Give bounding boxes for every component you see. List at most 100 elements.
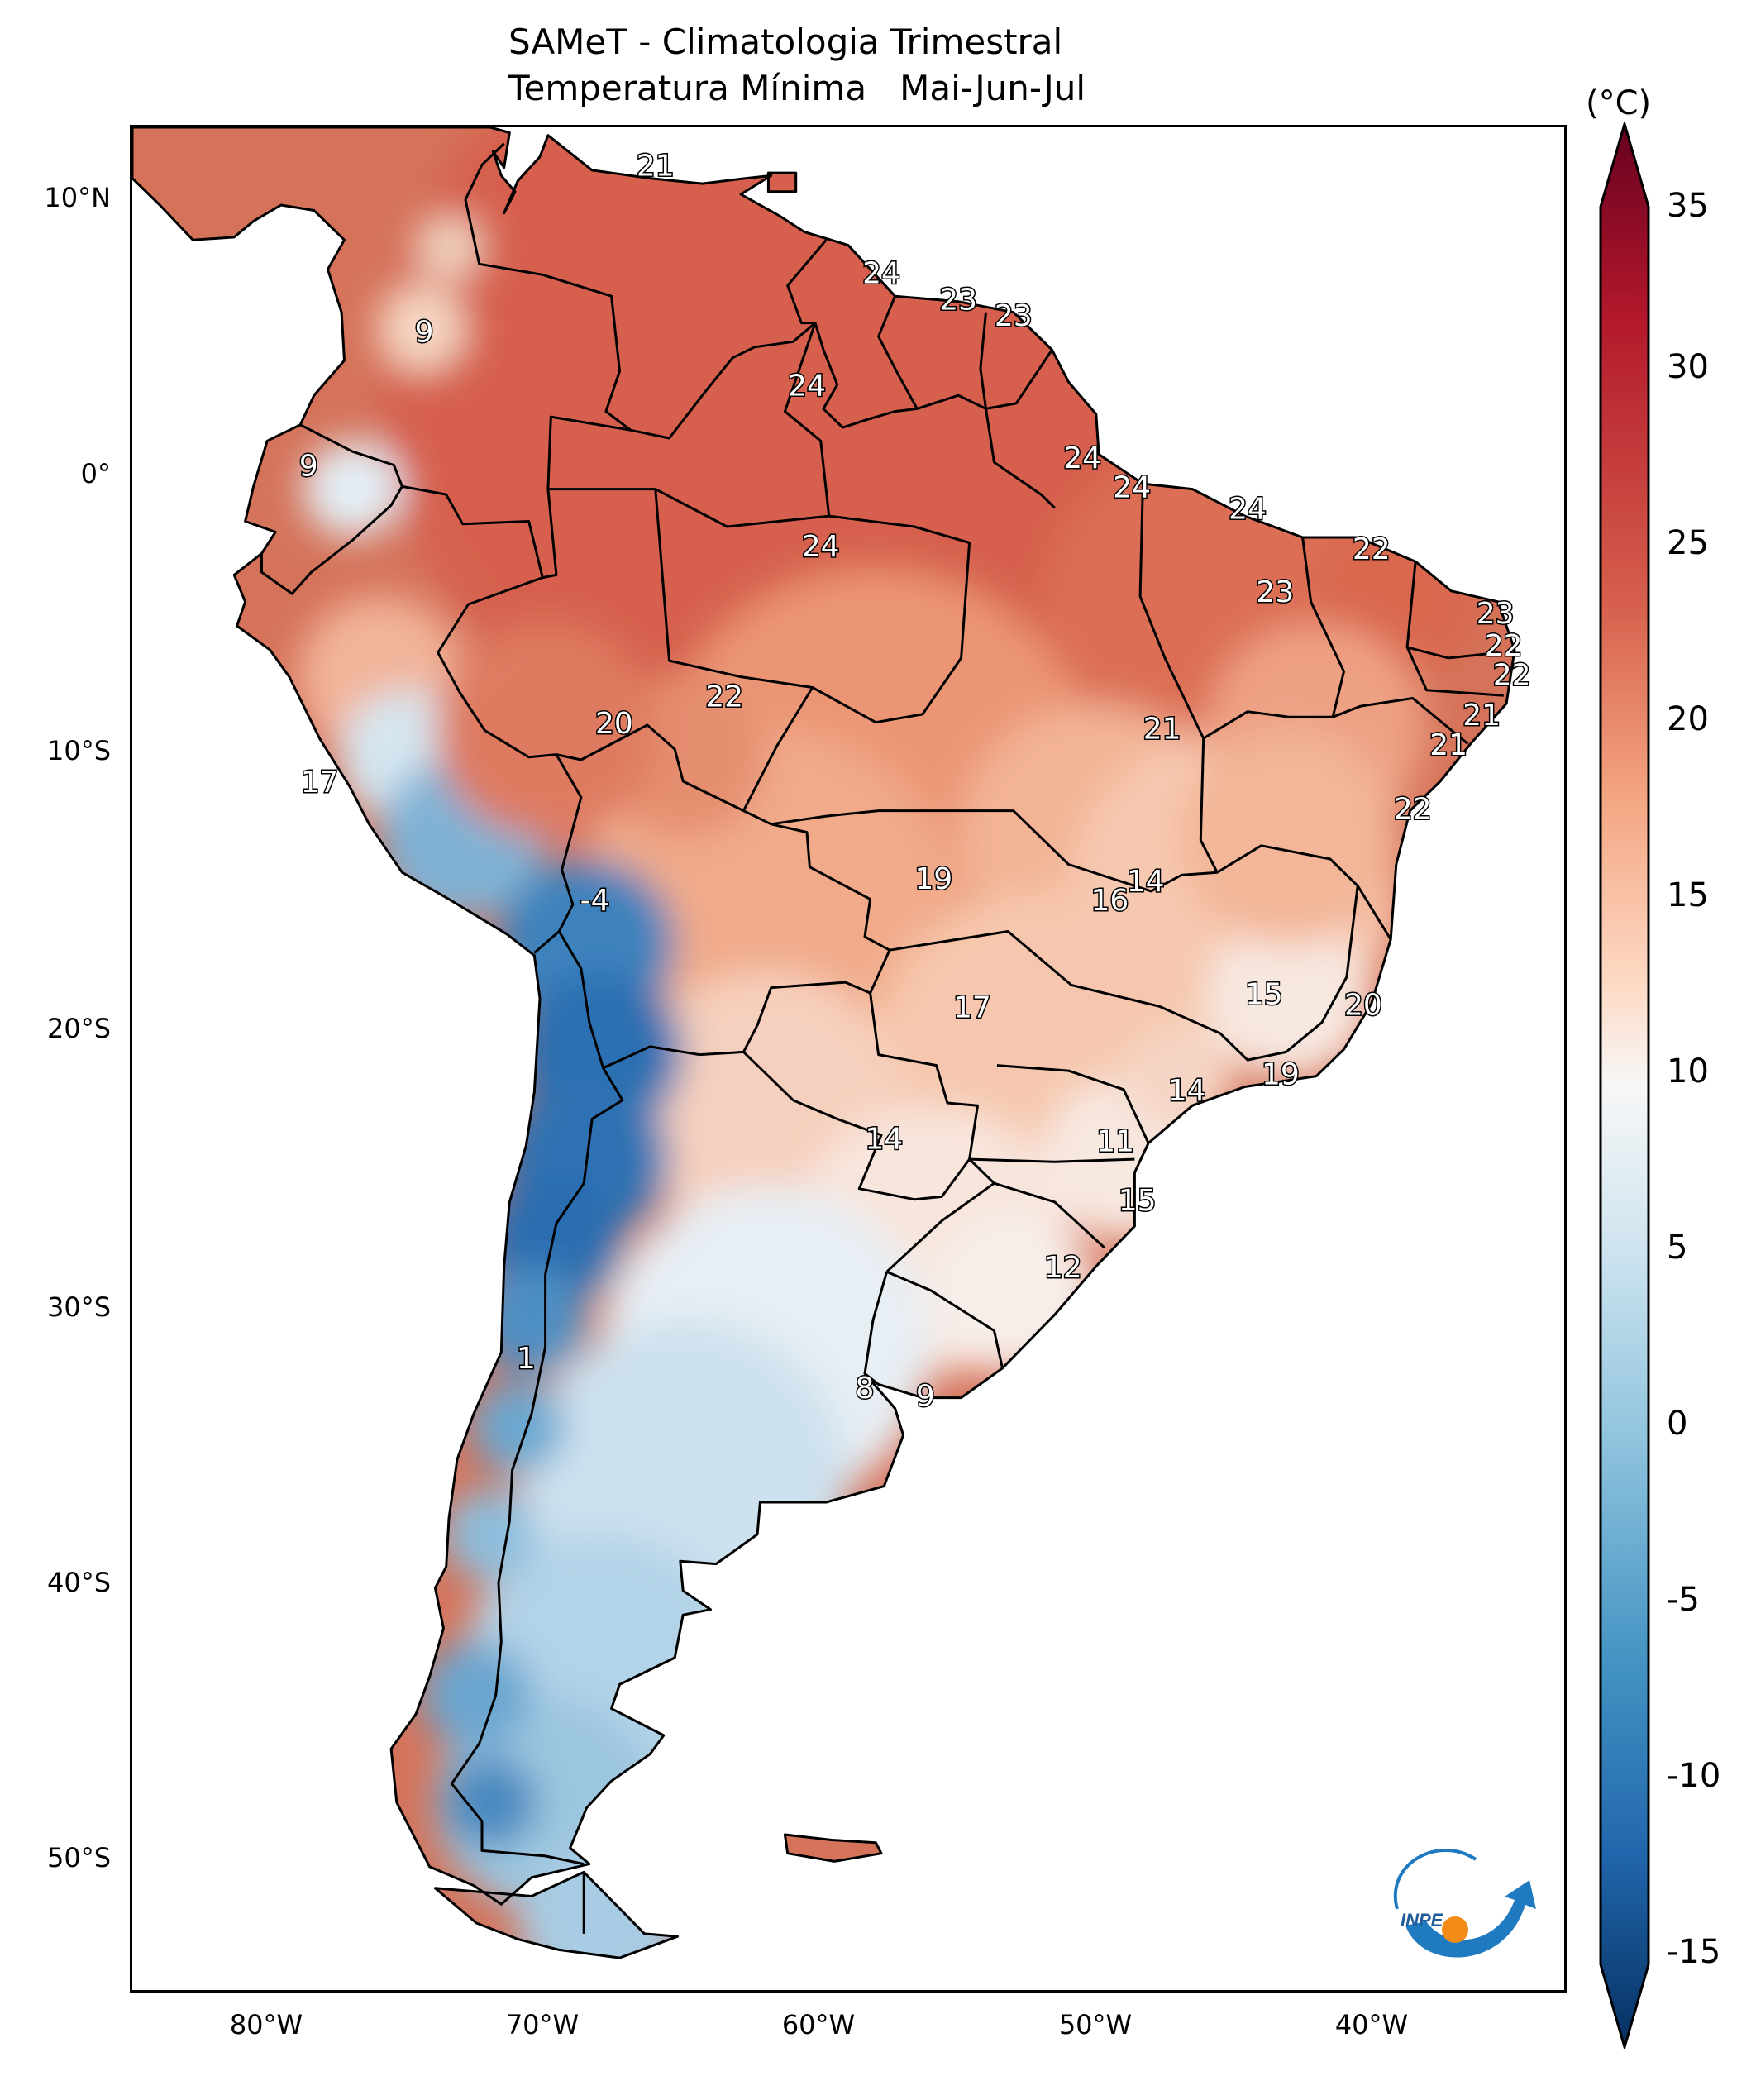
station-label-4: 23 — [939, 284, 977, 317]
lon-label-60w: 60°W — [781, 2009, 856, 2040]
border-brazil-states-north — [547, 488, 971, 724]
border-bolivia-chile-argentina — [558, 930, 891, 1070]
map-frame: 21 9 9 24 23 23 24 24 24 24 24 22 23 23 22 22 22 20 21 21 21… — [130, 125, 1567, 1993]
colorbar-tick-20: 20 — [1667, 700, 1709, 738]
colorbar-tick-0: 0 — [1667, 1405, 1688, 1443]
station-label-33: 11 — [1096, 1125, 1134, 1159]
lat-label-10s: 10°S — [46, 735, 111, 766]
lon-label-70w: 70°W — [505, 2009, 580, 2040]
lat-label-10n: 10°N — [44, 182, 111, 213]
border-guyana — [786, 239, 919, 429]
station-label-28: 17 — [953, 991, 991, 1025]
station-label-36: 1 — [517, 1342, 536, 1376]
station-label-16: 22 — [705, 680, 743, 714]
station-label-14: 22 — [1485, 629, 1523, 663]
lat-label-40s: 40°S — [46, 1567, 111, 1598]
map-title: SAMeT - Climatologia Trimestral — [508, 21, 1063, 62]
station-label-17: 20 — [595, 707, 633, 741]
border-colombia-ecuador-peru — [299, 423, 544, 578]
station-label-21: 17 — [301, 766, 339, 799]
station-label-3: 24 — [862, 256, 900, 290]
border-ecuador-peru — [260, 485, 403, 595]
border-brazil-states-ne3 — [1405, 647, 1504, 697]
colorbar-tick-neg15: -15 — [1667, 1933, 1721, 1971]
station-label-27: 15 — [1245, 977, 1283, 1011]
colorbar-tick-10: 10 — [1667, 1052, 1709, 1091]
colorbar-tick-35: 35 — [1667, 187, 1709, 225]
border-brazil-states-east — [1138, 484, 1392, 940]
station-label-37: 8 — [856, 1372, 875, 1406]
station-label-29: 20 — [1344, 988, 1382, 1022]
border-brazil-states-central — [771, 809, 1218, 893]
colorbar-tick-30: 30 — [1667, 348, 1709, 386]
inpe-logo: INPE — [1393, 1849, 1536, 1958]
station-label-7: 24 — [1063, 441, 1101, 475]
border-brazil-states-south — [889, 885, 1359, 1062]
station-label-31: 14 — [1168, 1074, 1206, 1108]
station-label-13: 23 — [1477, 597, 1515, 631]
border-brazil-states-ne2 — [1405, 561, 1499, 660]
station-label-23: 19 — [914, 862, 952, 896]
colorbar-tick-25: 25 — [1667, 524, 1709, 562]
station-label-6: 24 — [788, 369, 826, 403]
colorbar-unit: (°C) — [1586, 84, 1652, 122]
station-label-2: 9 — [299, 450, 318, 484]
border-venezuela-brazil — [630, 322, 816, 440]
station-label-38: 9 — [916, 1380, 935, 1414]
station-label-10: 24 — [802, 530, 840, 564]
colorbar-tick-neg5: -5 — [1667, 1581, 1700, 1619]
border-brazil-states-rr — [783, 322, 831, 517]
tierra-del-fuego-outline — [433, 1870, 679, 1959]
station-label-35: 12 — [1044, 1251, 1082, 1285]
border-paraguay — [742, 992, 979, 1201]
lat-label-50s: 50°S — [46, 1842, 111, 1873]
border-brazil-states-ap — [985, 408, 1056, 509]
colorbar — [1599, 122, 1650, 2049]
lon-label-40w: 40°W — [1334, 2009, 1409, 2040]
station-label-5: 23 — [995, 299, 1033, 333]
lat-label-30s: 30°S — [46, 1291, 111, 1323]
border-uruguay-argentina — [863, 1271, 889, 1374]
station-label-34: 15 — [1119, 1184, 1157, 1218]
station-label-32: 14 — [865, 1122, 903, 1156]
lat-label-20s: 20°S — [46, 1013, 111, 1044]
border-french-guiana — [985, 349, 1053, 410]
border-brazil-states-sc-rs — [994, 1181, 1105, 1249]
trinidad-outline — [766, 171, 798, 193]
border-brazil-states-ro — [654, 489, 814, 812]
map-subtitle: Temperatura Mínima Mai-Jun-Jul — [508, 68, 1086, 108]
station-label-24: 14 — [1127, 865, 1165, 899]
border-brazil-states-pr-sc — [969, 1157, 1135, 1163]
coastline — [132, 127, 1516, 1906]
border-brazil-states-ba — [1202, 710, 1334, 740]
lat-label-0: 0° — [80, 458, 111, 489]
border-chile-argentina — [450, 1067, 624, 1866]
border-argentina-brazil — [885, 1158, 995, 1273]
station-label-1: 9 — [415, 316, 434, 350]
inpe-logo-text: INPE — [1401, 1910, 1444, 1931]
station-label-25: 16 — [1090, 884, 1129, 918]
border-peru-brazil — [437, 576, 557, 759]
falklands-outline — [783, 1833, 883, 1863]
station-label-11: 22 — [1353, 532, 1391, 566]
station-label-18: 21 — [1463, 699, 1501, 733]
station-label-30: 19 — [1262, 1058, 1300, 1092]
station-label-9: 24 — [1229, 493, 1267, 527]
lon-label-50w: 50°W — [1058, 2009, 1133, 2040]
station-label-0: 21 — [637, 150, 675, 184]
station-label-26: -4 — [580, 884, 610, 918]
border-colombia-venezuela — [464, 142, 632, 432]
station-label-22: 22 — [1394, 793, 1432, 827]
colorbar-tick-15: 15 — [1667, 876, 1709, 914]
colorbar-tick-5: 5 — [1667, 1229, 1688, 1267]
border-uruguay — [886, 1270, 1004, 1369]
station-label-8: 24 — [1113, 471, 1151, 505]
border-brazil-bolivia — [556, 723, 890, 952]
station-label-15: 22 — [1493, 659, 1531, 693]
station-label-12: 23 — [1256, 575, 1294, 609]
border-peru-bolivia — [533, 753, 583, 954]
lon-label-80w: 80°W — [229, 2009, 303, 2040]
station-label-20: 21 — [1143, 712, 1181, 746]
colorbar-tick-neg10: -10 — [1667, 1757, 1721, 1795]
